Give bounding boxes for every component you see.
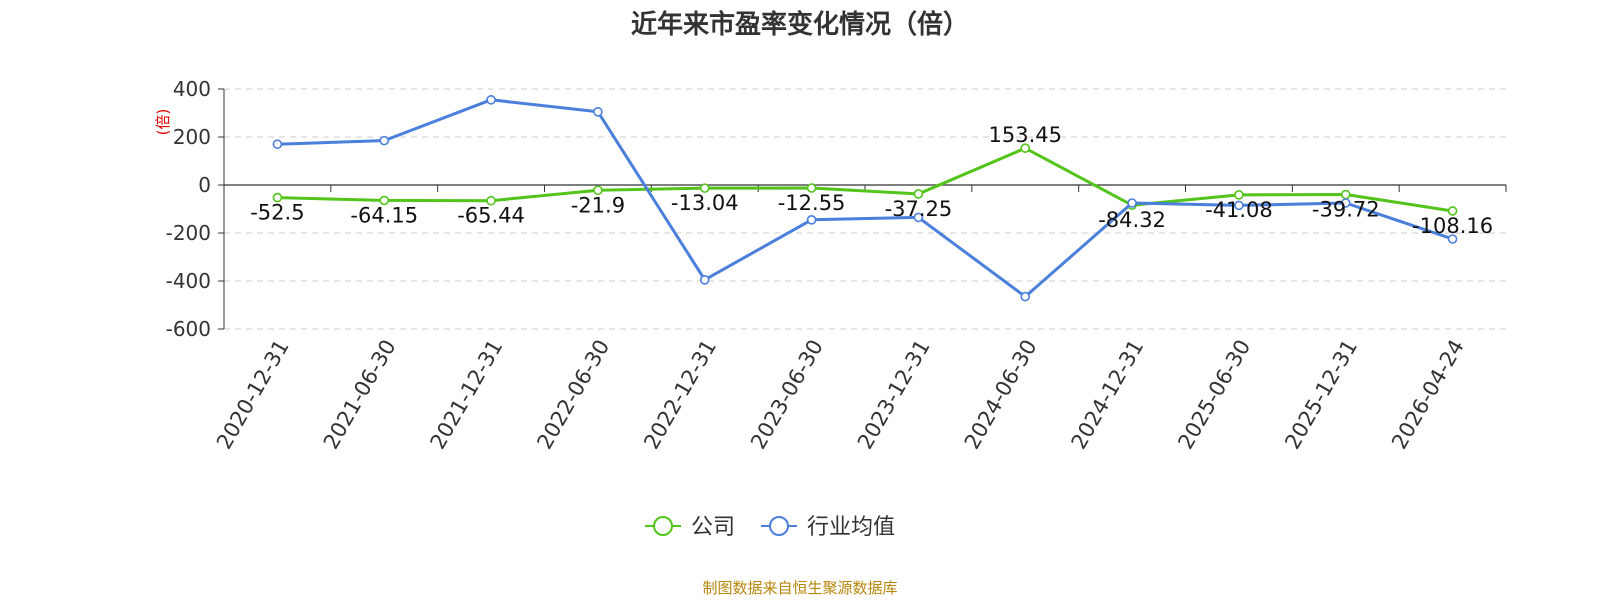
data-point [272, 192, 283, 203]
series-line-1 [277, 146, 1453, 213]
x-tick-label: 2024-06-30 [960, 336, 1042, 454]
x-tick-label: 2025-06-30 [1173, 336, 1255, 454]
source-note: 制图数据来自恒生聚源数据库 [702, 579, 898, 597]
data-label: -64.15 [350, 203, 418, 227]
data-point [699, 274, 710, 285]
data-point [806, 215, 817, 225]
legend-label: 行业均值 [807, 515, 895, 540]
x-tick-label: 2021-12-31 [426, 336, 508, 454]
x-tick-label: 2021-06-30 [319, 336, 401, 454]
x-tick-label: 2020-12-31 [212, 336, 294, 454]
data-point [379, 135, 390, 146]
data-point [806, 183, 817, 193]
x-tick-label: 2022-12-31 [639, 336, 721, 454]
legend-marker [769, 516, 789, 536]
data-point [913, 189, 924, 199]
y-tick-label: -600 [166, 317, 211, 341]
data-labels: -52.5 -64.15 -65.44 -21.9 -13.04 -12.55 -37.25… [250, 123, 1493, 238]
data-label: -52.5 [250, 201, 304, 225]
y-tick-label: 200 [173, 125, 211, 149]
series-layer [272, 95, 1458, 302]
y-tick-label: -200 [166, 221, 211, 245]
data-label: 153.45 [989, 123, 1062, 147]
x-tick-label: 2022-06-30 [532, 336, 614, 454]
data-point [1020, 143, 1031, 153]
data-point [1340, 198, 1351, 208]
series-line-2 [277, 98, 1454, 299]
x-tick-label: 2023-12-31 [853, 336, 935, 454]
legend-label: 公司 [691, 515, 735, 540]
data-label: -37.25 [885, 197, 953, 221]
data-label: -13.04 [671, 191, 739, 215]
y-tick-label: 0 [198, 173, 211, 197]
grid-lines [224, 88, 1506, 330]
data-point [272, 139, 283, 149]
data-label: -41.08 [1205, 198, 1273, 222]
x-tick-label: 2025-12-31 [1280, 336, 1362, 454]
data-point [593, 107, 603, 117]
legend-marker [653, 516, 673, 536]
data-point [379, 195, 390, 206]
data-label: -21.9 [571, 193, 625, 217]
data-point [486, 195, 496, 206]
legend: 公司 行业均值 [645, 515, 895, 540]
data-point [1234, 200, 1244, 211]
data-label: -12.55 [778, 191, 846, 215]
x-tick-label: 2024-12-31 [1067, 336, 1149, 454]
data-point [1447, 234, 1458, 244]
x-tick-label: 2023-06-30 [746, 336, 828, 454]
data-point [1234, 190, 1244, 200]
data-point [486, 95, 496, 105]
y-axis-title: (倍) [154, 109, 172, 136]
data-point [1447, 206, 1458, 216]
data-point [913, 212, 924, 223]
data-point [699, 183, 710, 193]
axes: 400 200 0 -200 -400 -600 (倍) 2020-12-31 2021-06-… [154, 77, 1507, 454]
y-tick-label: -400 [166, 269, 211, 293]
data-point [1020, 291, 1031, 302]
data-label: -84.32 [1098, 208, 1166, 232]
data-label: -39.72 [1312, 198, 1380, 222]
chart-title: 近年来市盈率变化情况（倍） [630, 10, 969, 40]
data-label: -108.16 [1412, 214, 1493, 238]
x-tick-label: 2026-04-24 [1387, 336, 1469, 454]
data-label: -65.44 [457, 204, 525, 228]
y-tick-label: 400 [173, 77, 211, 101]
data-point [1127, 198, 1137, 208]
data-point [593, 185, 603, 196]
